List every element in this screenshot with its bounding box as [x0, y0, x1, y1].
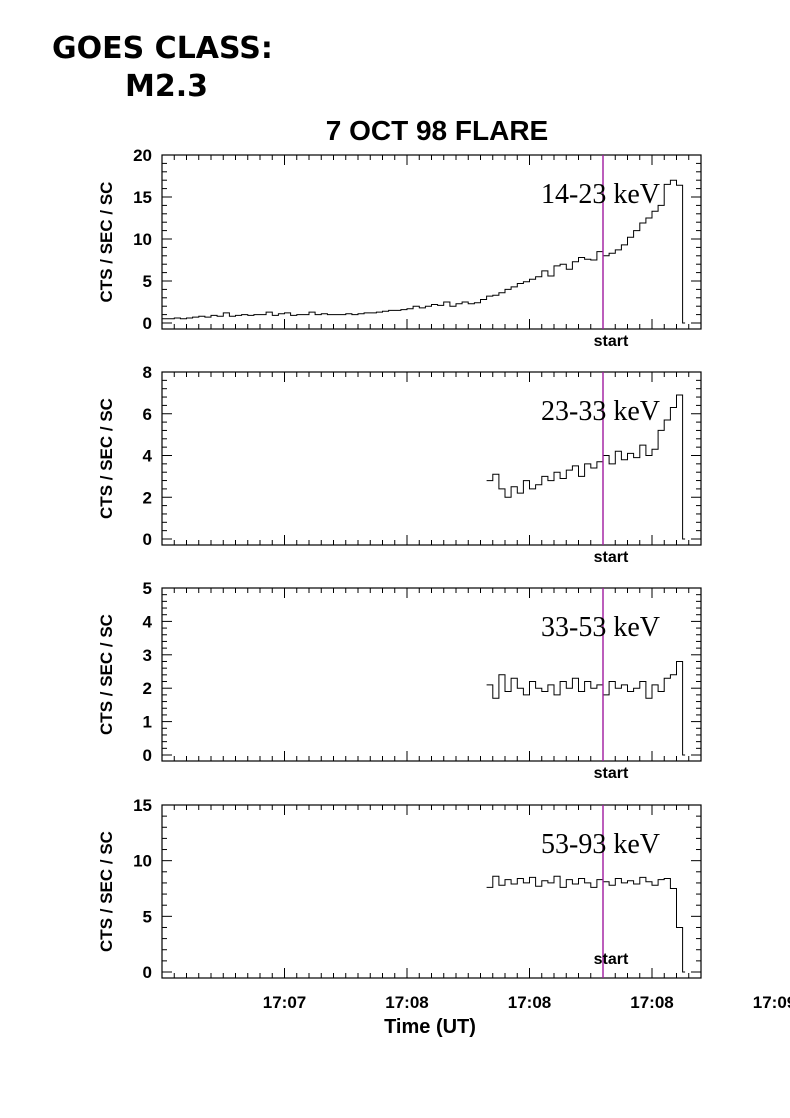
panel-4: 0 5 10 15 CTS / SEC / SC start 53-93 keV	[97, 796, 702, 982]
y-axis-label: CTS / SEC / SC	[97, 831, 116, 952]
data-series-4	[486, 875, 686, 973]
chart-title: 7 OCT 98 FLARE	[326, 115, 548, 146]
y-tick-label: 4	[143, 612, 153, 631]
y-axis-label: CTS / SEC / SC	[97, 614, 116, 735]
goes-class-label: GOES CLASS:	[52, 31, 273, 66]
y-tick-label: 1	[143, 713, 152, 732]
energy-band-label: 33-53 keV	[541, 612, 660, 643]
x-tick-label: 17:08	[385, 993, 428, 1012]
x-tick-label: 17:07	[263, 993, 306, 1012]
panel-3: 0 1 2 3 4 5 CTS / SEC / SC start 33-53 keV	[97, 579, 702, 782]
panel-1: 0 5 10 15 20 CTS / SEC / SC start 14-23 keV	[97, 146, 702, 350]
x-tick-label: 17:08	[630, 993, 673, 1012]
energy-band-label: 23-33 keV	[541, 396, 660, 427]
x-tick-label: 17:08	[508, 993, 551, 1012]
start-label: start	[594, 951, 629, 968]
y-tick-label: 0	[143, 314, 152, 333]
goes-class-value: M2.3	[125, 69, 208, 104]
y-tick-label: 2	[143, 488, 152, 507]
start-label: start	[594, 765, 629, 782]
start-label: start	[594, 333, 629, 350]
y-tick-label: 5	[143, 579, 152, 598]
data-series-3	[486, 661, 686, 756]
y-axis-label: CTS / SEC / SC	[97, 182, 116, 303]
panel-2: 0 2 4 6 8 CTS / SEC / SC start 23-33 keV	[97, 363, 702, 566]
energy-band-label: 14-23 keV	[541, 179, 660, 210]
y-tick-label: 15	[133, 188, 152, 207]
y-tick-label: 6	[143, 405, 152, 424]
energy-band-label: 53-93 keV	[541, 829, 660, 860]
x-axis-label: Time (UT)	[384, 1016, 476, 1038]
x-tick-label: 17:09	[753, 993, 790, 1012]
y-tick-label: 0	[143, 530, 152, 549]
y-axis-label: CTS / SEC / SC	[97, 398, 116, 519]
y-tick-label: 15	[133, 796, 152, 815]
data-series-2	[486, 394, 686, 540]
start-label: start	[594, 549, 629, 566]
y-tick-label: 20	[133, 146, 152, 165]
y-tick-label: 8	[143, 363, 152, 382]
y-tick-label: 5	[143, 907, 152, 926]
y-tick-label: 3	[143, 646, 152, 665]
y-tick-label: 2	[143, 679, 152, 698]
y-tick-label: 0	[143, 746, 152, 765]
y-tick-label: 10	[133, 852, 152, 871]
y-tick-label: 0	[143, 963, 152, 982]
y-tick-label: 10	[133, 230, 152, 249]
y-tick-label: 4	[143, 447, 153, 466]
y-tick-label: 5	[143, 272, 152, 291]
